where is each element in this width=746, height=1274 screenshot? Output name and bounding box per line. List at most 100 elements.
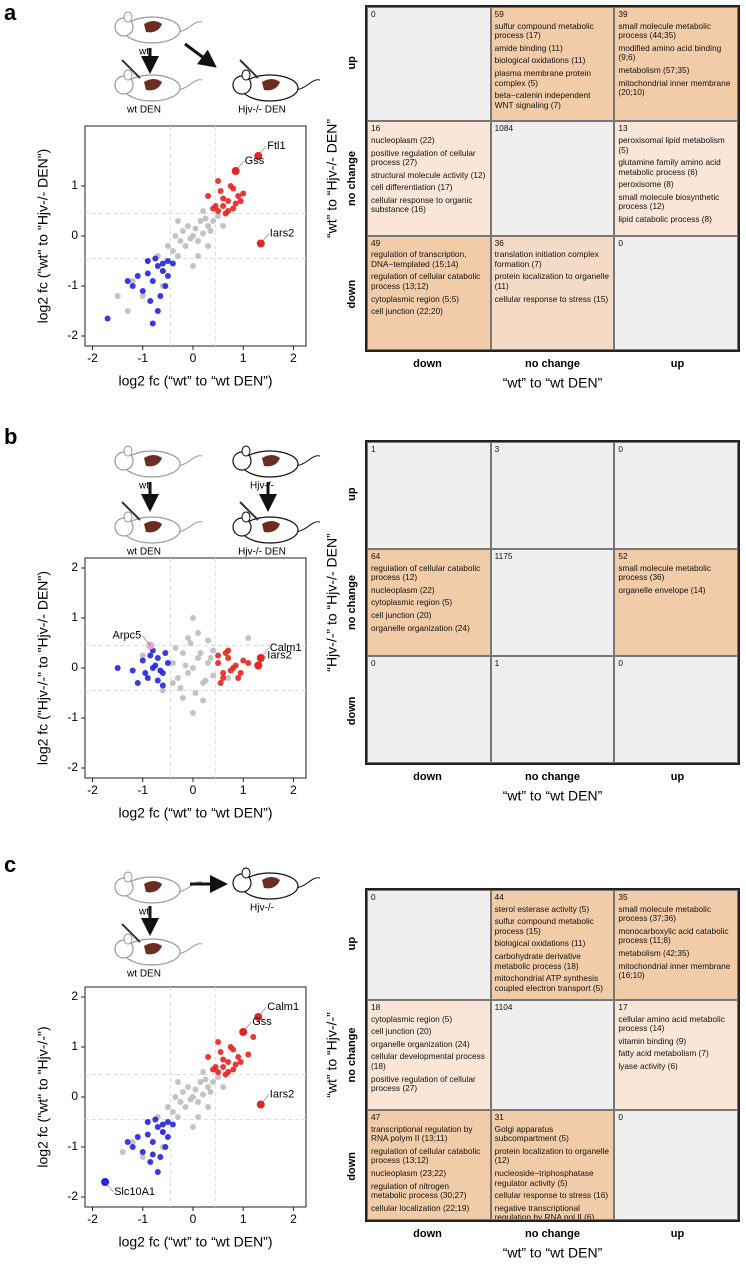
row-label: no change — [346, 575, 358, 630]
data-point — [149, 278, 156, 284]
data-point — [210, 647, 217, 654]
data-point — [237, 670, 244, 676]
cell-count: 39 — [618, 9, 628, 19]
data-point — [195, 1114, 202, 1120]
data-point — [159, 682, 166, 689]
grid-cell: 1104 — [490, 1000, 615, 1110]
data-point — [174, 253, 181, 259]
data-point — [162, 650, 169, 656]
go-term: peroxisomal lipid metabolism (5) — [618, 134, 725, 155]
data-point — [114, 665, 121, 671]
data-point — [230, 1046, 237, 1053]
go-term: small molecule metabolic process (37;36) — [618, 903, 712, 924]
y-tick-label: 2 — [71, 989, 78, 1003]
data-point — [129, 667, 136, 674]
data-point — [177, 1099, 184, 1105]
x-axis-label: log2 fc (“wt” to “wt DEN”) — [118, 805, 272, 821]
mouse-label: wt DEN — [126, 969, 161, 980]
mouse-icon — [232, 867, 321, 900]
data-point — [159, 268, 166, 274]
grid-x-title: “wt” to “wt DEN” — [503, 375, 603, 391]
grid-cell: 0 — [614, 1110, 738, 1220]
grid-cell: 1175 — [490, 549, 615, 656]
go-term: plasma membrane protein complex (5) — [494, 67, 592, 88]
data-point — [210, 1079, 217, 1085]
data-point — [159, 1121, 166, 1128]
column-label: no change — [525, 358, 580, 370]
grid-cell: 1 — [367, 442, 491, 549]
label-leader — [258, 655, 267, 666]
go-term: sulfur compound metabolic process (17) — [494, 20, 594, 41]
mouse-icon — [114, 501, 203, 544]
grid-cell: 59 sulfur compound metabolic process (17)… — [490, 7, 615, 122]
data-point — [154, 308, 161, 314]
data-point — [225, 1069, 232, 1075]
mouse-icon — [232, 501, 321, 544]
go-term: small molecule metabolic process (36) — [618, 562, 712, 583]
mouse-tail — [295, 79, 321, 91]
data-point — [245, 635, 252, 641]
data-point — [215, 178, 222, 184]
label-leader — [142, 635, 151, 646]
y-axis-label: log2 fc ("wt" to "Hjv-/-") — [35, 1026, 51, 1167]
go-term: regulation of transcription, DNA−templat… — [371, 249, 467, 269]
x-tick-label: 0 — [190, 1212, 197, 1226]
data-point — [149, 1139, 156, 1145]
data-point — [227, 667, 234, 674]
label-leader — [260, 647, 270, 659]
syringe — [121, 501, 141, 521]
grid-cell: 13 peroxisomal lipid metabolism (5) glutam… — [614, 121, 738, 236]
grid-cell: 17 cellular amino acid metabolic process … — [614, 1000, 738, 1110]
x-axis-label: log2 fc (“wt” to “wt DEN”) — [118, 1234, 272, 1250]
data-point — [174, 675, 181, 681]
data-point — [215, 1039, 222, 1045]
go-term: regulation of nitrogen metabolic process… — [371, 1180, 467, 1201]
cell-count: 0 — [618, 658, 623, 668]
go-term: organelle organization (24) — [371, 1038, 470, 1049]
data-point — [184, 1084, 191, 1090]
data-point — [195, 238, 202, 244]
go-term: structural molecule activity (12) — [371, 169, 486, 180]
syringe — [121, 59, 141, 79]
data-point — [210, 205, 217, 212]
data-point — [210, 672, 217, 679]
grid-cell: 47 transcriptional regulation by RNA poly… — [367, 1110, 491, 1220]
data-point — [164, 1104, 171, 1110]
data-point — [169, 1121, 176, 1128]
data-point — [139, 652, 146, 659]
data-point — [217, 680, 224, 686]
data-point — [129, 1139, 136, 1145]
go-term: cytoplasmic region (5) — [371, 597, 453, 608]
data-point — [139, 293, 146, 299]
x-tick-label: -2 — [87, 783, 98, 797]
column-label: up — [671, 1228, 685, 1240]
data-point — [215, 213, 222, 219]
go-term: mitochondrial inner membrane (20;10) — [618, 77, 731, 98]
point-label: Slc10A1 — [114, 1186, 155, 1198]
go-term: cellular response to stress (15) — [494, 293, 609, 304]
data-point — [184, 670, 191, 676]
data-point — [182, 1104, 189, 1110]
data-point — [139, 657, 146, 664]
data-point — [230, 205, 237, 212]
go-term: amide binding (11) — [494, 42, 563, 53]
go-term: negative transcriptional regulation by R… — [494, 1202, 595, 1220]
cell-count: 64 — [371, 551, 381, 561]
go-term: transcriptional regulation by RNA polym … — [371, 1123, 473, 1144]
grid-cell: 36 translation initiation complex formati… — [490, 235, 615, 350]
grid-y-title: “wt” to “Hjv-/-” — [324, 1012, 340, 1098]
data-point — [220, 203, 227, 209]
mouse-icon — [114, 11, 203, 44]
mouse-icon — [114, 445, 203, 478]
data-point — [179, 650, 186, 656]
mouse-tail — [177, 79, 203, 91]
data-point — [147, 1159, 154, 1165]
x-tick-label: 2 — [290, 1212, 297, 1226]
go-term: positive regulation of cellular process … — [371, 1073, 476, 1094]
data-point — [139, 1149, 146, 1155]
data-point — [220, 1084, 227, 1090]
go-term: cell junction (20) — [371, 1026, 432, 1037]
grid-cell: 39 small molecule metabolic process (44;3… — [614, 7, 738, 122]
data-point — [129, 278, 136, 284]
